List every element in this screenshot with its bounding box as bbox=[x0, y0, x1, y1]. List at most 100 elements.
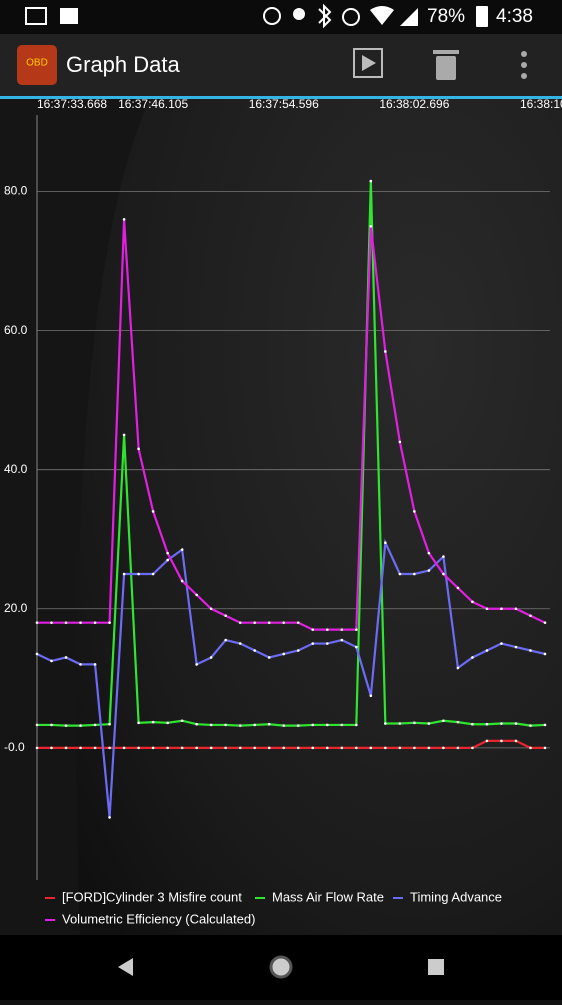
data-point bbox=[514, 607, 518, 611]
y-tick-label: 40.0 bbox=[4, 462, 28, 476]
data-point bbox=[64, 621, 68, 624]
data-point bbox=[485, 607, 489, 611]
data-point bbox=[529, 724, 532, 727]
series-line bbox=[36, 538, 546, 818]
data-point bbox=[500, 607, 503, 611]
data-point bbox=[427, 569, 431, 572]
back-button[interactable] bbox=[118, 958, 133, 976]
data-point bbox=[166, 551, 169, 555]
data-point bbox=[35, 746, 39, 750]
data-point bbox=[543, 746, 547, 750]
data-point bbox=[311, 723, 315, 727]
data-point bbox=[108, 816, 111, 819]
app-bar bbox=[0, 34, 562, 96]
data-point bbox=[340, 638, 344, 642]
data-point bbox=[398, 722, 402, 725]
data-point bbox=[238, 746, 242, 750]
data-point bbox=[166, 558, 169, 562]
recents-button[interactable] bbox=[428, 959, 444, 975]
data-point bbox=[471, 722, 474, 726]
data-point bbox=[369, 746, 373, 750]
series-line bbox=[37, 739, 545, 749]
data-point bbox=[427, 551, 431, 555]
y-tick-label: 20.0 bbox=[4, 601, 28, 615]
data-point bbox=[267, 722, 271, 726]
data-point bbox=[500, 722, 503, 725]
data-point bbox=[209, 746, 213, 750]
data-point bbox=[355, 746, 358, 750]
data-point bbox=[267, 656, 271, 659]
y-tick-label: 80.0 bbox=[4, 184, 28, 198]
overflow-menu[interactable] bbox=[521, 51, 527, 79]
y-tick-label: 60.0 bbox=[4, 323, 28, 337]
data-point bbox=[282, 652, 286, 656]
data-point bbox=[137, 721, 140, 725]
data-point bbox=[64, 724, 68, 727]
delete-button[interactable] bbox=[433, 50, 459, 80]
data-point bbox=[180, 719, 184, 723]
data-point bbox=[79, 746, 82, 750]
data-point bbox=[325, 746, 329, 750]
data-point bbox=[500, 642, 503, 645]
data-point bbox=[529, 746, 532, 750]
data-point bbox=[442, 572, 445, 576]
data-point bbox=[35, 723, 39, 727]
series-line bbox=[37, 219, 546, 631]
home-button[interactable] bbox=[269, 955, 293, 979]
data-point bbox=[442, 746, 445, 750]
data-point bbox=[413, 746, 416, 750]
data-point bbox=[238, 642, 242, 645]
app-title: Graph Data bbox=[66, 52, 180, 77]
data-point bbox=[456, 746, 460, 750]
data-point bbox=[93, 746, 97, 750]
data-point bbox=[35, 621, 39, 624]
data-point bbox=[442, 719, 445, 723]
data-point bbox=[180, 746, 184, 750]
x-tick-label: 16:37:46.105 bbox=[118, 97, 188, 111]
data-point bbox=[122, 218, 126, 221]
data-point bbox=[413, 572, 416, 576]
data-point bbox=[398, 746, 402, 750]
data-point bbox=[398, 440, 402, 444]
data-point bbox=[355, 628, 358, 631]
data-point bbox=[369, 179, 373, 183]
data-point bbox=[529, 614, 532, 618]
data-point bbox=[79, 663, 82, 666]
data-point bbox=[195, 663, 198, 666]
data-point bbox=[122, 746, 126, 750]
data-point bbox=[355, 645, 358, 649]
data-point bbox=[166, 721, 169, 725]
data-point bbox=[79, 621, 82, 624]
status-bar bbox=[0, 0, 562, 34]
data-point bbox=[471, 656, 474, 659]
data-point bbox=[93, 663, 97, 666]
data-point bbox=[253, 649, 257, 652]
data-point bbox=[282, 724, 286, 727]
data-point bbox=[413, 721, 416, 725]
data-point bbox=[296, 621, 300, 624]
app-icon[interactable] bbox=[17, 45, 57, 85]
data-point bbox=[224, 723, 227, 727]
data-point bbox=[151, 720, 155, 724]
data-point bbox=[485, 649, 489, 652]
x-tick-label: 16:37:54.596 bbox=[249, 97, 319, 111]
data-point bbox=[282, 621, 286, 624]
data-point bbox=[456, 666, 460, 670]
data-point bbox=[398, 572, 402, 576]
x-tick-label: 16:38:02.696 bbox=[379, 97, 449, 111]
data-point bbox=[369, 694, 373, 698]
data-point bbox=[209, 607, 213, 611]
data-point bbox=[529, 649, 532, 652]
data-point bbox=[325, 723, 329, 727]
data-point bbox=[180, 548, 184, 551]
data-point bbox=[543, 652, 547, 656]
data-point bbox=[543, 621, 547, 624]
data-point bbox=[224, 638, 227, 642]
data-point bbox=[340, 723, 344, 727]
play-button[interactable] bbox=[353, 48, 383, 78]
legend-label: Volumetric Efficiency (Calculated) bbox=[62, 911, 255, 926]
data-point bbox=[137, 572, 140, 576]
data-point bbox=[195, 722, 198, 726]
data-point bbox=[50, 659, 53, 663]
